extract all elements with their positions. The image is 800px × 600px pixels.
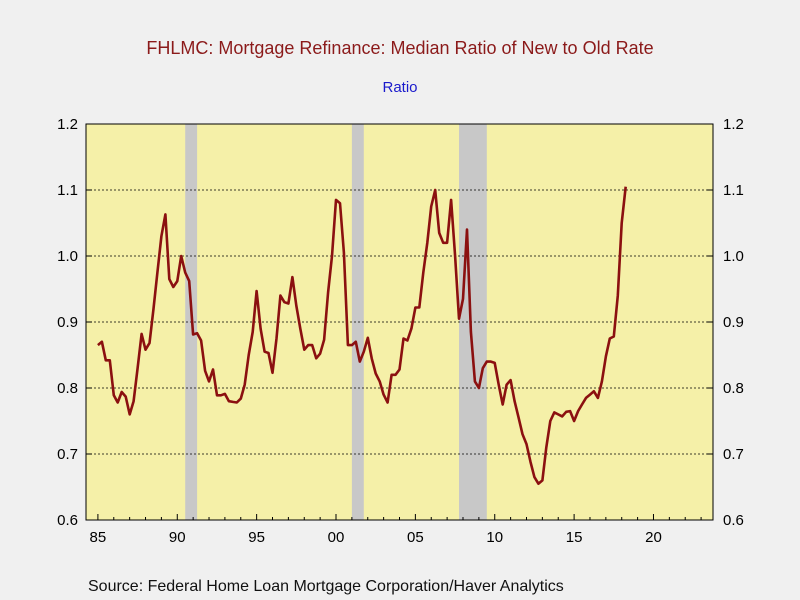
x-axis: 85 90 95 00 05 10 15 20 [90, 514, 702, 546]
recession-bar-1 [351, 124, 364, 520]
x-tick-label: 05 [407, 529, 424, 546]
x-tick-label: 20 [645, 529, 662, 546]
y-tick-label-right: 0.9 [723, 314, 744, 331]
y-tick-label-right: 1.1 [723, 182, 744, 199]
x-tick-label: 90 [169, 529, 186, 546]
chart-subtitle: Ratio [382, 79, 418, 96]
y-tick-label-right: 0.6 [723, 512, 744, 529]
source-note: Source: Federal Home Loan Mortgage Corpo… [88, 578, 564, 595]
right-y-axis: 0.6 0.7 0.8 0.9 1.0 1.1 1.2 [707, 116, 744, 529]
x-tick-label: 85 [90, 529, 107, 546]
y-tick-label-right: 1.2 [723, 116, 744, 133]
y-tick-label-right: 0.7 [723, 446, 744, 463]
left-y-axis: 0.6 0.7 0.8 0.9 1.0 1.1 1.2 [57, 116, 92, 529]
x-tick-label: 95 [248, 529, 265, 546]
y-tick-label-left: 1.0 [57, 248, 78, 265]
y-tick-label-right: 0.8 [723, 380, 744, 397]
y-tick-label-left: 0.9 [57, 314, 78, 331]
x-tick-label: 10 [486, 529, 503, 546]
y-tick-label-left: 0.7 [57, 446, 78, 463]
y-tick-label-left: 0.6 [57, 512, 78, 529]
y-tick-label-right: 1.0 [723, 248, 744, 265]
chart-title: FHLMC: Mortgage Refinance: Median Ratio … [146, 38, 654, 58]
series-line [97, 186, 627, 485]
y-tick-label-left: 0.8 [57, 380, 78, 397]
y-tick-label-left: 1.1 [57, 182, 78, 199]
x-tick-label: 15 [566, 529, 583, 546]
grid-lines [86, 189, 713, 455]
y-tick-label-left: 1.2 [57, 116, 78, 133]
x-tick-label: 00 [328, 529, 345, 546]
